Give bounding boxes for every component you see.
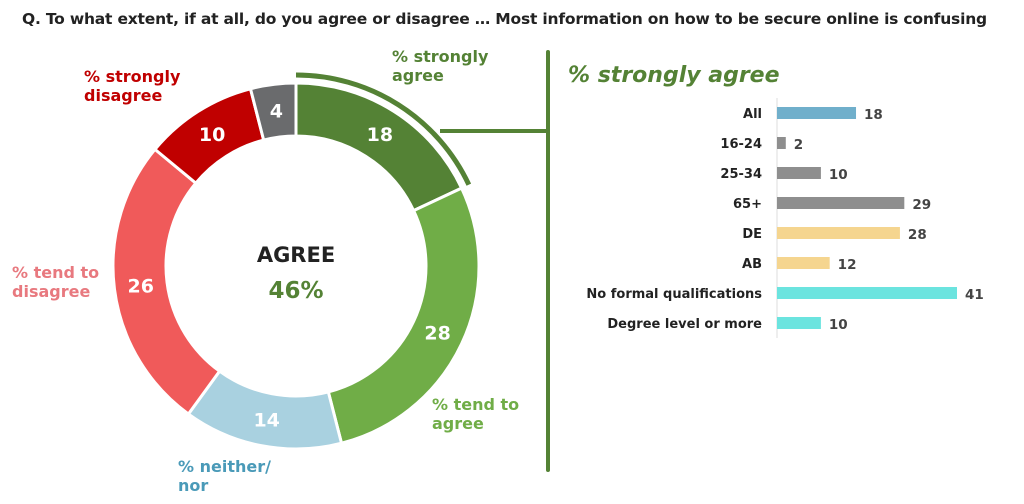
bar (777, 227, 900, 239)
bar-category-label: DE (742, 227, 762, 242)
bar-chart: All 18 16-24 2 25-34 10 65+ 29 DE 28 AB 12 No formal… (586, 107, 984, 333)
bar-value-label: 2 (794, 137, 803, 153)
bar (777, 317, 821, 329)
slice-category-label: % tend to agree (432, 395, 519, 433)
bar (777, 257, 830, 269)
bar-chart-title: % strongly agree (568, 63, 780, 88)
bar-category-label: 65+ (733, 197, 762, 212)
slice-value-label: 14 (253, 410, 279, 432)
slice-value-label: 26 (128, 276, 154, 298)
slice-category-label: % tend to disagree (12, 263, 99, 301)
slice-category-label: % strongly disagree (84, 67, 181, 105)
bar-category-label: All (743, 107, 762, 122)
bar (777, 137, 786, 149)
slice-value-label: 28 (424, 323, 450, 345)
bar (777, 107, 857, 119)
slice-category-label: % strongly agree (392, 47, 489, 85)
bar-category-label: 25-34 (720, 167, 762, 182)
strongly-agree-callout-arc (295, 72, 472, 186)
bar (777, 197, 905, 209)
donut-slice (248, 81, 298, 142)
center-label: AGREE (257, 243, 335, 267)
question-title: Q. To what extent, if at all, do you agr… (22, 10, 987, 28)
bar (777, 287, 957, 299)
bar-value-label: 28 (908, 227, 927, 243)
bar-value-label: 12 (838, 257, 857, 273)
bar-value-label: 18 (864, 107, 883, 123)
slice-value-label: 10 (199, 124, 225, 146)
donut-chart: 18 % strongly agree 28 % tend to agree 14 % nei… (12, 47, 519, 495)
center-value: 46% (268, 278, 323, 304)
bar-value-label: 10 (829, 167, 848, 183)
bar-value-label: 41 (965, 287, 984, 303)
bar (777, 167, 821, 179)
slice-value-label: 18 (367, 124, 393, 146)
slice-value-label: 4 (270, 101, 283, 123)
bar-category-label: Degree level or more (607, 317, 762, 332)
slice-category-label: % neither/nor (178, 457, 271, 495)
bar-category-label: 16-24 (720, 137, 762, 152)
bar-category-label: No formal qualifications (586, 287, 762, 302)
donut-slice (294, 81, 464, 213)
bar-value-label: 29 (912, 197, 931, 213)
bar-value-label: 10 (829, 317, 848, 333)
bar-category-label: AB (742, 257, 762, 272)
